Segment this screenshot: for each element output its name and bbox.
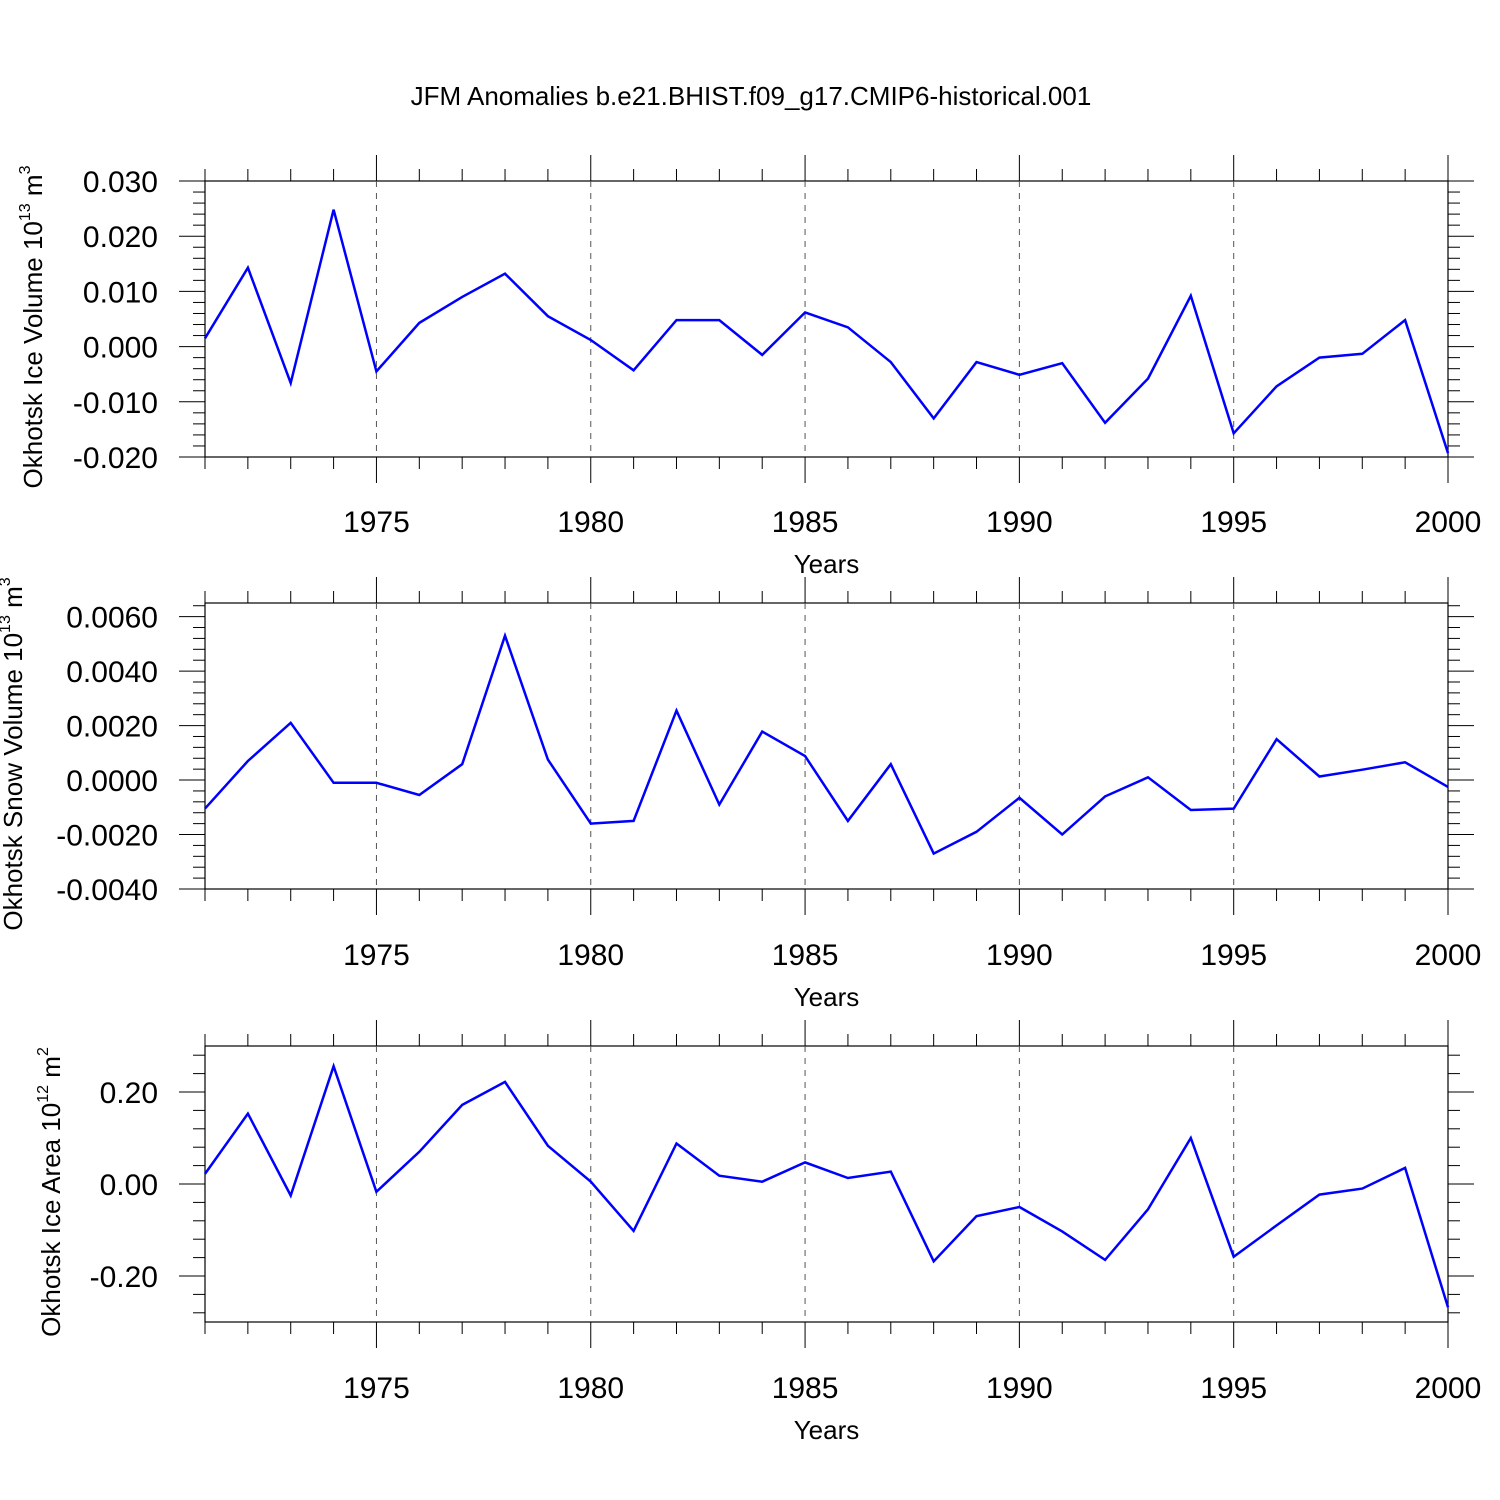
snow-volume-x-tick-label: 1980 bbox=[557, 939, 624, 972]
snow-volume-y-tick-label: -0.0020 bbox=[56, 820, 158, 853]
snow-volume-x-tick-label: 1975 bbox=[343, 939, 410, 972]
ice-volume-panel: -0.020 -0.010 0.000 0.010 0.020 0.030 1975 1980… bbox=[17, 155, 1481, 579]
ice-area-x-tick-label: 1985 bbox=[772, 1372, 839, 1405]
snow-volume-y-tick-label: 0.0020 bbox=[66, 711, 158, 744]
ice-volume-y-tick-label: -0.020 bbox=[73, 442, 158, 475]
ice-volume-x-tick-label: 1975 bbox=[343, 506, 410, 539]
ice-volume-x-tick-label: 2000 bbox=[1415, 506, 1482, 539]
ice-area-y-axis-title: Okhotsk Ice Area 1012 m2 bbox=[35, 1047, 66, 1337]
ice-area-y-tick-label: 0.00 bbox=[100, 1169, 158, 1202]
ice-area-y-tick-label: 0.20 bbox=[100, 1077, 158, 1110]
snow-volume-x-tick-label: 2000 bbox=[1415, 939, 1482, 972]
ice-volume-y-tick-label: -0.010 bbox=[73, 387, 158, 420]
chart-title: JFM Anomalies b.e21.BHIST.f09_g17.CMIP6-… bbox=[411, 81, 1092, 111]
snow-volume-y-tick-label: 0.0000 bbox=[66, 765, 158, 798]
snow-volume-y-axis-title: Okhotsk Snow Volume 1013 m3 bbox=[0, 577, 28, 930]
snow-volume-y-tick-label: 0.0040 bbox=[66, 656, 158, 689]
snow-volume-x-tick-label: 1990 bbox=[986, 939, 1053, 972]
snow-volume-x-axis-title: Years bbox=[794, 982, 860, 1012]
ice-area-y-tick-label: -0.20 bbox=[90, 1261, 158, 1294]
snow-volume-panel: -0.0040 -0.0020 0.0000 0.0020 0.0040 0.0060 19… bbox=[0, 577, 1481, 1012]
ice-volume-y-tick-label: 0.000 bbox=[83, 332, 158, 365]
ice-area-x-tick-label: 1975 bbox=[343, 1372, 410, 1405]
snow-volume-x-tick-label: 1985 bbox=[772, 939, 839, 972]
ice-volume-y-tick-label: 0.030 bbox=[83, 166, 158, 199]
ice-volume-x-axis-title: Years bbox=[794, 549, 860, 579]
ice-volume-y-tick-label: 0.010 bbox=[83, 276, 158, 309]
snow-volume-series-line bbox=[204, 631, 1449, 856]
ice-volume-series-line bbox=[203, 209, 1450, 454]
ice-area-x-axis-title: Years bbox=[794, 1415, 860, 1445]
ice-area-x-tick-label: 1995 bbox=[1200, 1372, 1267, 1405]
ice-area-x-tick-label: 1980 bbox=[557, 1372, 624, 1405]
snow-volume-y-tick-label: -0.0040 bbox=[56, 874, 158, 907]
ice-area-x-tick-label: 1990 bbox=[986, 1372, 1053, 1405]
ice-area-series-line bbox=[203, 1062, 1450, 1308]
ice-volume-plot-frame bbox=[204, 180, 1449, 458]
ice-volume-x-tick-label: 1995 bbox=[1200, 506, 1267, 539]
ice-area-panel: -0.20 0.00 0.20 1975 1980 1985 1990 1995 2000 Yea… bbox=[35, 1020, 1481, 1445]
ice-area-plot-frame bbox=[204, 1045, 1449, 1323]
snow-volume-plot-frame bbox=[204, 602, 1449, 890]
snow-volume-y-tick-label: 0.0060 bbox=[66, 602, 158, 635]
ice-volume-x-tick-label: 1980 bbox=[557, 506, 624, 539]
snow-volume-x-tick-label: 1995 bbox=[1200, 939, 1267, 972]
ice-volume-x-tick-label: 1985 bbox=[772, 506, 839, 539]
ice-volume-y-axis-title: Okhotsk Ice Volume 1013 m3 bbox=[17, 165, 48, 488]
ice-volume-y-tick-label: 0.020 bbox=[83, 221, 158, 254]
ice-area-x-tick-label: 2000 bbox=[1415, 1372, 1482, 1405]
ice-volume-x-tick-label: 1990 bbox=[986, 506, 1053, 539]
